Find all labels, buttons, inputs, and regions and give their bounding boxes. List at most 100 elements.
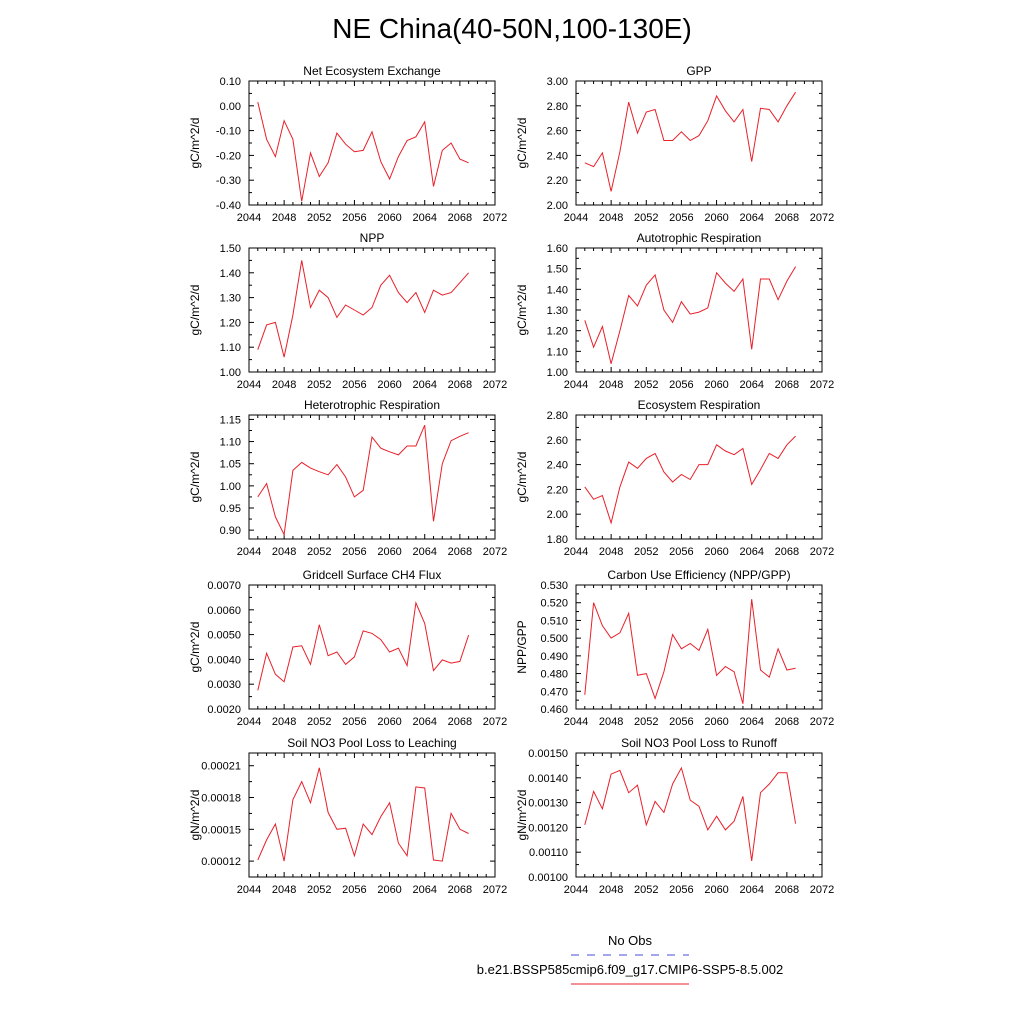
plot-frame <box>575 247 823 373</box>
x-tick-label: 2048 <box>599 884 623 896</box>
y-tick-label: 2.00 <box>547 200 568 212</box>
y-tick-label: 1.00 <box>220 367 241 379</box>
x-tick-label: 2060 <box>377 212 401 224</box>
chart-panel: Net Ecosystem Exchange gC/m^2/d 2044 2048 20… <box>188 64 507 224</box>
y-axis-label: gC/m^2/d <box>515 285 529 336</box>
x-tick-label: 2056 <box>342 546 366 558</box>
y-tick-label: 1.05 <box>220 459 241 471</box>
x-tick-label: 2072 <box>483 379 507 391</box>
x-tick-label: 2060 <box>377 546 401 558</box>
series-line <box>257 601 470 691</box>
x-tick-label: 2048 <box>272 546 296 558</box>
x-tick-label: 2072 <box>483 546 507 558</box>
y-tick-label: 1.00 <box>547 367 568 379</box>
x-tick-label: 2068 <box>775 884 799 896</box>
panel-title: Autotrophic Respiration <box>637 231 762 245</box>
legend-model-label: b.e21.BSSP585cmip6.f09_g17.CMIP6-SSP5-8.… <box>477 962 783 977</box>
x-tick-label: 2068 <box>775 716 799 728</box>
y-tick-label: 2.40 <box>547 460 568 472</box>
y-tick-label: 0.530 <box>540 580 568 592</box>
x-tick-label: 2056 <box>669 546 693 558</box>
y-tick-label: 0.00100 <box>528 872 568 884</box>
x-tick-label: 2056 <box>342 379 366 391</box>
x-tick-label: 2060 <box>704 546 728 558</box>
panel-title: Soil NO3 Pool Loss to Runoff <box>621 736 778 750</box>
x-tick-label: 2064 <box>739 884 763 896</box>
y-tick-label: -0.10 <box>216 126 241 138</box>
y-tick-label: 0.510 <box>540 615 568 627</box>
y-tick-label: 2.40 <box>547 150 568 162</box>
panel-title: NPP <box>360 231 385 245</box>
y-tick-label: 2.80 <box>547 101 568 113</box>
legend-obs-label: No Obs <box>608 933 653 948</box>
y-tick-label: 0.00021 <box>201 761 241 773</box>
chart-panel: Gridcell Surface CH4 Flux gC/m^2/d 2044 204… <box>188 568 507 728</box>
y-tick-label: 2.00 <box>547 509 568 521</box>
x-tick-label: 2060 <box>704 212 728 224</box>
y-tick-label: 1.50 <box>547 264 568 276</box>
x-tick-label: 2072 <box>810 884 834 896</box>
panel-title: Heterotrophic Respiration <box>304 398 440 412</box>
x-tick-label: 2056 <box>342 716 366 728</box>
y-tick-label: 1.40 <box>547 284 568 296</box>
y-tick-label: 0.460 <box>540 704 568 716</box>
chart-panel: NPP gC/m^2/d 2044 2048 2052 2056 2060 2064 2068 2… <box>188 231 507 391</box>
y-tick-label: 1.30 <box>547 305 568 317</box>
y-tick-label: 0.00150 <box>528 748 568 760</box>
series-line <box>257 767 469 862</box>
x-tick-label: 2056 <box>342 212 366 224</box>
y-tick-label: 0.0050 <box>207 630 241 642</box>
y-axis-label: gC/m^2/d <box>188 622 202 673</box>
y-tick-label: -0.20 <box>216 150 241 162</box>
y-tick-label: -0.40 <box>216 200 241 212</box>
y-tick-label: 1.60 <box>547 243 568 255</box>
panel-title: Net Ecosystem Exchange <box>303 64 441 78</box>
x-tick-label: 2064 <box>739 379 763 391</box>
x-tick-label: 2044 <box>237 212 261 224</box>
x-tick-label: 2060 <box>704 884 728 896</box>
x-tick-label: 2052 <box>634 379 658 391</box>
y-tick-label: 3.00 <box>547 76 568 88</box>
y-axis-label: gC/m^2/d <box>188 452 202 503</box>
y-tick-label: 0.00012 <box>201 856 241 868</box>
x-tick-label: 2048 <box>599 716 623 728</box>
x-tick-label: 2056 <box>342 884 366 896</box>
x-tick-label: 2052 <box>634 716 658 728</box>
y-tick-label: -0.30 <box>216 175 241 187</box>
chart-panel: Carbon Use Efficiency (NPP/GPP) NPP/GPP 20… <box>515 568 834 728</box>
x-tick-label: 2052 <box>307 379 331 391</box>
y-tick-label: 0.500 <box>540 633 568 645</box>
y-tick-label: 0.00 <box>220 101 241 113</box>
y-tick-label: 1.40 <box>220 268 241 280</box>
chart-panel: Soil NO3 Pool Loss to Leaching gN/m^2/d 20… <box>188 736 507 896</box>
x-tick-label: 2048 <box>599 546 623 558</box>
x-tick-label: 2068 <box>448 884 472 896</box>
plot-frame <box>248 247 496 373</box>
series-line <box>584 766 797 861</box>
plot-frame <box>575 752 823 878</box>
y-tick-label: 1.10 <box>547 346 568 358</box>
x-tick-label: 2048 <box>272 716 296 728</box>
y-tick-label: 0.00130 <box>528 798 568 810</box>
x-tick-label: 2064 <box>739 212 763 224</box>
legend: No Obs b.e21.BSSP585cmip6.f09_g17.CMIP6-… <box>477 933 783 985</box>
x-tick-label: 2044 <box>237 884 261 896</box>
y-axis-label: gN/m^2/d <box>188 790 202 841</box>
y-tick-label: 1.15 <box>220 414 241 426</box>
plot-frame <box>575 80 823 206</box>
x-tick-label: 2064 <box>412 379 436 391</box>
x-tick-label: 2056 <box>669 212 693 224</box>
x-tick-label: 2068 <box>775 379 799 391</box>
y-tick-label: 2.20 <box>547 175 568 187</box>
plot-frame <box>575 584 823 710</box>
x-tick-label: 2044 <box>237 379 261 391</box>
x-tick-label: 2064 <box>412 212 436 224</box>
y-tick-label: 0.10 <box>220 76 241 88</box>
y-axis-label: gC/m^2/d <box>515 452 529 503</box>
chart-panel: Heterotrophic Respiration gC/m^2/d 2044 204… <box>188 398 507 558</box>
series-line <box>584 435 796 525</box>
x-tick-label: 2060 <box>377 716 401 728</box>
x-tick-label: 2072 <box>810 716 834 728</box>
x-tick-label: 2060 <box>377 884 401 896</box>
